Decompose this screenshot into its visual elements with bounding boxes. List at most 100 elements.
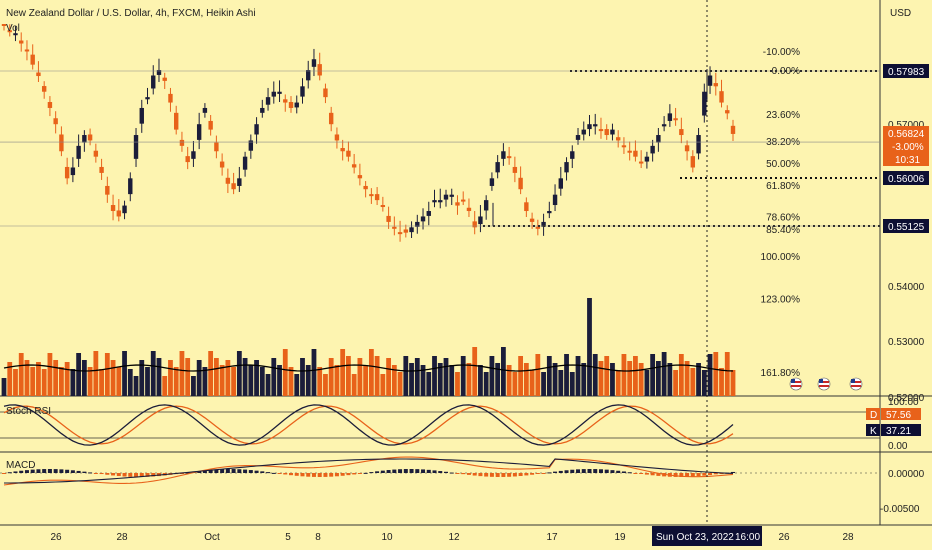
macd-histogram-bar <box>294 473 299 476</box>
macd-histogram-bar <box>99 473 104 475</box>
candle-body <box>41 86 47 92</box>
volume-bar <box>122 351 127 396</box>
stoch-tick-0: 0.00 <box>888 441 908 452</box>
us-flag-icon[interactable] <box>849 377 863 391</box>
volume-bar <box>633 356 638 396</box>
macd-histogram-bar <box>289 473 294 476</box>
volume-bar <box>351 374 357 396</box>
macd-tick-neg: -0.00500 <box>880 504 920 515</box>
candle-body <box>202 107 208 113</box>
volume-bar <box>277 365 282 396</box>
volume-bar <box>478 365 483 396</box>
macd-histogram-bar <box>340 473 345 476</box>
volume-bar <box>53 360 59 396</box>
volume-label: Vol <box>6 23 20 34</box>
macd-histogram-bar <box>421 469 426 473</box>
macd-histogram-bar <box>357 473 362 474</box>
stoch-d-line <box>3 405 734 445</box>
candle-body <box>351 164 357 168</box>
us-flag-stripe <box>791 385 801 387</box>
volume-bar <box>684 361 690 396</box>
volume-bar <box>730 370 736 396</box>
candle-body <box>369 194 374 197</box>
candle-body <box>707 75 713 86</box>
macd-histogram-bar <box>604 469 609 473</box>
volume-bar <box>346 356 351 396</box>
time-label-8: 19 <box>614 532 626 543</box>
macd-histogram-bar <box>2 473 6 474</box>
stoch-k-value-badge <box>881 424 921 436</box>
candle-body <box>644 156 650 162</box>
stoch-d-label: D <box>870 410 877 421</box>
economic-event-flags[interactable] <box>789 377 863 391</box>
candle-body <box>208 120 213 130</box>
volume-bar <box>288 367 294 396</box>
macd-histogram-bar <box>438 471 443 473</box>
candle-body <box>260 107 265 113</box>
volume-bar <box>495 363 501 396</box>
candle-body <box>409 227 414 233</box>
candle-body <box>627 150 632 153</box>
volume-bar <box>552 363 558 396</box>
macd-histogram-bar <box>650 473 655 476</box>
us-flag-stripe <box>791 381 801 383</box>
macd-histogram-bar <box>283 473 288 475</box>
macd-histogram-bar <box>380 470 385 473</box>
fib-label-0: -10.00% <box>763 47 800 58</box>
currency-label: USD <box>890 8 911 19</box>
volume-bar <box>489 356 495 396</box>
candle-body <box>547 211 552 214</box>
macd-histogram-bar <box>105 473 110 475</box>
us-flag-stripe <box>819 381 829 383</box>
candle-body <box>242 156 248 170</box>
volume-bar <box>512 372 518 396</box>
candle-body <box>70 167 76 176</box>
volume-bar <box>397 372 403 396</box>
volume-bar <box>443 358 449 396</box>
fib-levels: -10.00%0.00%23.60%38.20%50.00%61.80%78.6… <box>761 47 801 379</box>
candle-body <box>7 30 12 33</box>
us-flag-icon[interactable] <box>789 377 803 391</box>
us-flag-icon[interactable] <box>817 377 831 391</box>
stoch-d-value-badge <box>881 408 921 420</box>
volume-bar <box>432 356 437 396</box>
fib-label-8: 100.00% <box>761 252 801 263</box>
volume-bar <box>208 351 214 396</box>
fib-label-2: 23.60% <box>766 110 800 121</box>
volume-bar <box>518 356 524 396</box>
volume-bar <box>598 361 604 396</box>
candle-body <box>328 112 334 125</box>
macd-histogram-bar <box>220 469 225 473</box>
candle-body <box>650 145 655 154</box>
volume-bar <box>420 365 426 396</box>
stoch-rsi-pane <box>0 404 880 446</box>
macd-histogram-bar <box>719 473 724 474</box>
macd-histogram-bar <box>47 469 52 473</box>
candle-body <box>357 175 363 179</box>
candle-body <box>374 194 380 201</box>
candle-body <box>133 135 139 159</box>
volume-bar <box>179 351 185 396</box>
candle-body <box>300 86 305 97</box>
macd-histogram-bar <box>122 473 127 477</box>
stoch-d-value: 57.56 <box>886 410 911 421</box>
volume-bar <box>673 370 678 396</box>
candle-body <box>179 139 185 146</box>
macd-histogram-bar <box>128 473 133 477</box>
candle-body <box>311 59 317 67</box>
volume-bar <box>99 369 104 396</box>
volume-bar <box>409 363 414 396</box>
macd-histogram-bar <box>134 473 139 477</box>
macd-histogram-bar <box>673 473 678 477</box>
candle-body <box>380 205 386 208</box>
mid-price-badge <box>883 171 929 185</box>
candles[interactable] <box>1 24 736 242</box>
macd-histogram-bar <box>489 473 494 477</box>
stoch-d-badge <box>866 408 880 420</box>
candle-body <box>59 134 64 152</box>
volume-bar <box>627 361 633 396</box>
macd-histogram-bar <box>363 472 368 474</box>
candle-body <box>524 202 529 212</box>
volume-bar <box>1 378 7 396</box>
